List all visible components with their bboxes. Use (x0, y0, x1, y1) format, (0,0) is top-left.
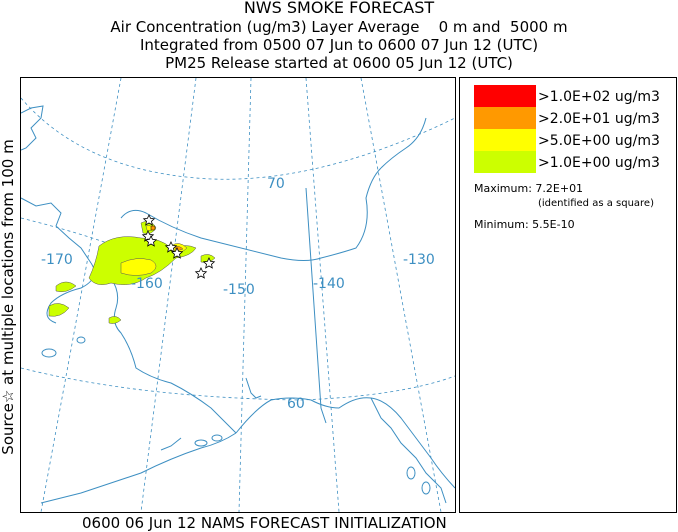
smoke-map: -170 -160 -150 -140 -130 70 60 (20, 77, 456, 513)
lon-line-160 (140, 78, 197, 512)
maximum-square (150, 225, 156, 231)
lon-line-130 (360, 78, 442, 512)
lat-line-north (21, 217, 122, 249)
legend-swatch-level-4 (474, 151, 536, 173)
islands (41, 336, 431, 495)
source-star-icon (170, 247, 184, 259)
source-star-icon (194, 267, 208, 279)
forecast-title: NWS SMOKE FORECAST (243, 0, 435, 17)
grid-label-lon-140: -140 (313, 276, 345, 292)
source-stars (141, 214, 216, 279)
grid-label-lon-170: -170 (41, 252, 73, 268)
lat-line-60 (21, 367, 455, 401)
source-side-label: Source☆ at multiple locations from 100 m (0, 139, 17, 455)
legend-minimum: Minimum: 5.5E-10 (474, 218, 575, 231)
legend-label-level-1: >1.0E+02 ug/m3 (538, 89, 660, 105)
forecast-initialization-footer: 0600 06 Jun 12 NAMS FORECAST INITIALIZAT… (82, 514, 447, 532)
legend-label-level-2: >2.0E+01 ug/m3 (538, 111, 660, 127)
legend-maximum-note: (identified as a square) (538, 198, 654, 209)
legend-label-level-3: >5.0E+00 ug/m3 (538, 133, 660, 149)
legend-panel: >1.0E+02 ug/m3 >2.0E+01 ug/m3 >5.0E+00 u… (459, 77, 677, 513)
concentration-subtitle: Air Concentration (ug/m3) Layer Average … (110, 18, 568, 36)
grid-label-lon-160: -160 (131, 276, 163, 292)
plume-west (55, 281, 77, 293)
source-star-icon (142, 214, 156, 226)
integration-period: Integrated from 0500 07 Jun to 0600 07 J… (139, 36, 539, 54)
grid-label-lon-150: -150 (223, 282, 255, 298)
legend-swatch-level-3 (474, 129, 536, 151)
plume-core (120, 258, 157, 276)
release-start: PM25 Release started at 0600 05 Jun 12 (… (165, 54, 513, 72)
graticule (21, 78, 455, 512)
plume-south (108, 316, 122, 324)
legend-swatch-level-1 (474, 85, 536, 107)
source-star-icon (164, 241, 178, 253)
lon-line-140 (305, 78, 340, 512)
source-star-icon (144, 235, 158, 247)
smoke-plumes (48, 221, 216, 324)
plume-southwest (48, 303, 70, 317)
legend-swatch-level-2 (474, 107, 536, 129)
grid-label-lon-130: -130 (403, 252, 435, 268)
lon-line-170 (40, 78, 122, 512)
lon-line-150 (238, 78, 252, 512)
coastline (21, 105, 455, 504)
legend-maximum: Maximum: 7.2E+01 (474, 182, 584, 195)
source-star-icon (202, 257, 216, 269)
grid-label-lat-70: 70 (267, 176, 285, 192)
legend-label-level-4: >1.0E+00 ug/m3 (538, 155, 660, 171)
grid-label-lat-60: 60 (287, 396, 305, 412)
border-line (305, 187, 327, 424)
map-canvas: -170 -160 -150 -140 -130 70 60 (21, 78, 455, 512)
lat-line-70 (21, 97, 455, 180)
